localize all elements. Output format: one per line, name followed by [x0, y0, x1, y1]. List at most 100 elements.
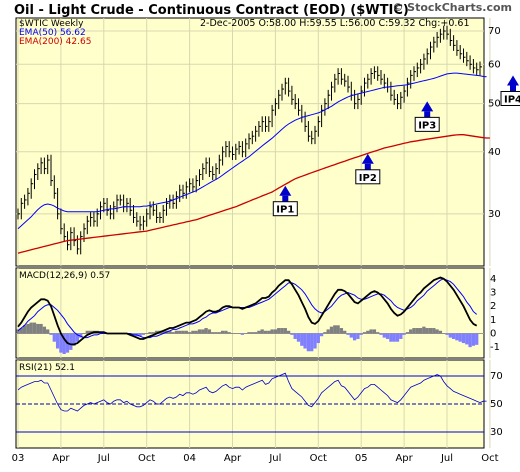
macd-tick-label: 0 [490, 329, 496, 340]
macd-histogram-bar [178, 330, 182, 334]
x-tick-label: 04 [183, 453, 196, 464]
callout-arrow [361, 153, 374, 164]
macd-histogram-bar [346, 333, 350, 335]
macd-histogram-bar [227, 332, 231, 334]
macd-histogram-bar [187, 332, 192, 334]
macd-histogram-bar [395, 333, 400, 342]
macd-histogram-bar [19, 328, 23, 334]
macd-histogram-bar [148, 332, 152, 334]
macd-histogram-bar [428, 328, 433, 334]
macd-tick-label: 3 [490, 288, 496, 299]
macd-histogram-bar [296, 333, 301, 342]
macd-label: MACD(12,26,9) 0.57 [19, 271, 110, 281]
macd-histogram-bar [62, 333, 66, 354]
macd-histogram-bar [263, 330, 268, 334]
macd-histogram-bar [277, 328, 281, 334]
macd-histogram-bar [82, 333, 86, 334]
x-tick-label: 03 [12, 453, 25, 464]
macd-histogram-bar [220, 330, 225, 334]
x-tick-label: Jul [268, 453, 281, 464]
callout-arrow [507, 75, 519, 86]
macd-histogram-bar [451, 333, 456, 339]
macd-histogram-bar [352, 333, 357, 341]
macd-histogram-bar [211, 332, 215, 334]
macd-histogram-bar [418, 328, 423, 334]
macd-histogram-bar [432, 328, 436, 334]
macd-histogram-bar [253, 332, 258, 334]
price-tick-label: 30 [488, 209, 501, 220]
grid-layer [16, 18, 491, 448]
macd-histogram-bar [366, 330, 370, 334]
macd-histogram-bar [385, 333, 390, 339]
macd-histogram-bar [237, 333, 241, 334]
macd-histogram-bar [260, 329, 264, 334]
macd-histogram-bar [471, 333, 476, 346]
macd-histogram-bar [415, 328, 419, 334]
macd-histogram-bar [230, 333, 235, 334]
macd-histogram-bar [59, 333, 63, 353]
rsi-tick-label: 30 [490, 427, 503, 438]
macd-histogram-bar [333, 325, 337, 334]
macd-histogram-bar [244, 333, 248, 334]
macd-histogram-bar [32, 322, 37, 334]
macd-histogram-bar [29, 322, 33, 334]
macd-histogram-bar [392, 333, 396, 342]
macd-histogram-bar [412, 328, 416, 334]
macd-histogram-bar [369, 329, 373, 334]
x-tick-label: Oct [138, 453, 155, 464]
x-tick-label: Apr [224, 453, 242, 464]
macd-histogram-bar [293, 333, 297, 339]
macd-histogram-bar [49, 333, 53, 335]
annotation-layer: IP1 IP2 IP3 IP4 [272, 75, 520, 217]
macd-histogram-bar [270, 329, 274, 334]
callout-label: IP4 [504, 94, 520, 105]
x-tick-label: Jul [440, 453, 453, 464]
macd-histogram-bar [343, 330, 347, 334]
macd-histogram-bar [389, 333, 393, 342]
macd-histogram-bar [379, 333, 383, 335]
macd-histogram-bar [399, 333, 403, 339]
macd-histogram-bar [283, 328, 287, 334]
macd-tick-label: 2 [490, 301, 496, 312]
x-tick-label: Apr [52, 453, 70, 464]
macd-histogram-bar [465, 333, 469, 345]
macd-histogram-bar [438, 330, 443, 334]
macd-histogram-bar [458, 333, 462, 342]
macd-histogram-bar [349, 333, 353, 338]
macd-histogram-bar [181, 330, 185, 334]
price-panel [15, 17, 485, 267]
x-tick-label: Apr [395, 453, 413, 464]
macd-histogram-bar [174, 330, 179, 334]
price-tick-label: 60 [488, 59, 501, 70]
macd-histogram-bar [445, 333, 449, 335]
symbol-label: $WTIC Weekly [19, 19, 84, 29]
ema50-line [17, 72, 487, 230]
macd-histogram-bar [191, 330, 195, 334]
macd-histogram-bar [194, 330, 198, 334]
callout-arrow-stem [424, 111, 431, 118]
macd-histogram-bar [319, 333, 324, 337]
macd-histogram-bar [42, 326, 47, 334]
macd-histogram-bar [214, 332, 218, 334]
macd-panel [15, 267, 485, 359]
macd-histogram-bar [131, 333, 136, 335]
macd-tick-label: 4 [490, 274, 496, 285]
x-tick-label: 05 [355, 453, 368, 464]
macd-histogram-bar [240, 333, 245, 335]
macd-histogram-bar [376, 332, 380, 334]
macd-histogram-bar [88, 330, 93, 334]
macd-histogram-bar [359, 333, 363, 335]
rsi-tick-label: 70 [490, 371, 503, 382]
callout-box [500, 90, 520, 106]
macd-histogram-bar [207, 329, 212, 334]
chart-title: Oil - Light Crude - Continuous Contract … [14, 3, 409, 18]
macd-histogram-bar [161, 330, 165, 334]
macd-histogram-bar [273, 329, 278, 334]
macd-histogram-bar [36, 323, 40, 334]
macd-histogram-bar [475, 333, 479, 345]
macd-histogram-bar [316, 333, 320, 344]
macd-histogram-bar [356, 333, 360, 339]
price-tick-label: 50 [488, 99, 501, 110]
macd-histogram-bar [306, 333, 311, 352]
